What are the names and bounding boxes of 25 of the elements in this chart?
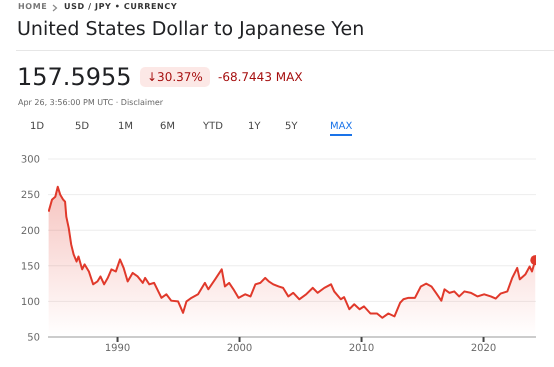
y-tick-label: 100 — [20, 296, 40, 308]
text: 5D — [75, 121, 90, 134]
x-tick-label: 2020 — [470, 343, 496, 354]
text: Apr 26, 3:56:00 PM UTC · Disclaimer — [18, 98, 164, 107]
x-tick-label: 1990 — [104, 343, 130, 354]
text: -68.7443 MAX — [218, 70, 303, 84]
text: 5Y — [285, 121, 298, 134]
y-tick-label: 50 — [27, 332, 40, 344]
y-tick-label: 300 — [20, 154, 40, 166]
y-tick-label: 200 — [20, 226, 40, 237]
text: 1D — [30, 121, 44, 134]
text: HOME — [18, 2, 48, 11]
y-tick-label: 150 — [20, 261, 40, 272]
text: USD / JPY • CURRENCY — [64, 2, 178, 11]
chart-title: United States Dollar to Japanese Yen — [17, 18, 364, 40]
y-tick-label: 250 — [20, 190, 40, 202]
text: ↓30.37% — [140, 67, 210, 87]
x-tick-label: 2000 — [226, 343, 252, 354]
x-tick-label: 2010 — [348, 343, 374, 354]
text: 1M — [118, 121, 133, 134]
text: MAX — [330, 121, 352, 136]
text: 157.5955 — [17, 63, 132, 91]
text: 1Y — [248, 121, 260, 134]
text: 6M — [160, 121, 175, 134]
text: YTD — [203, 121, 223, 134]
